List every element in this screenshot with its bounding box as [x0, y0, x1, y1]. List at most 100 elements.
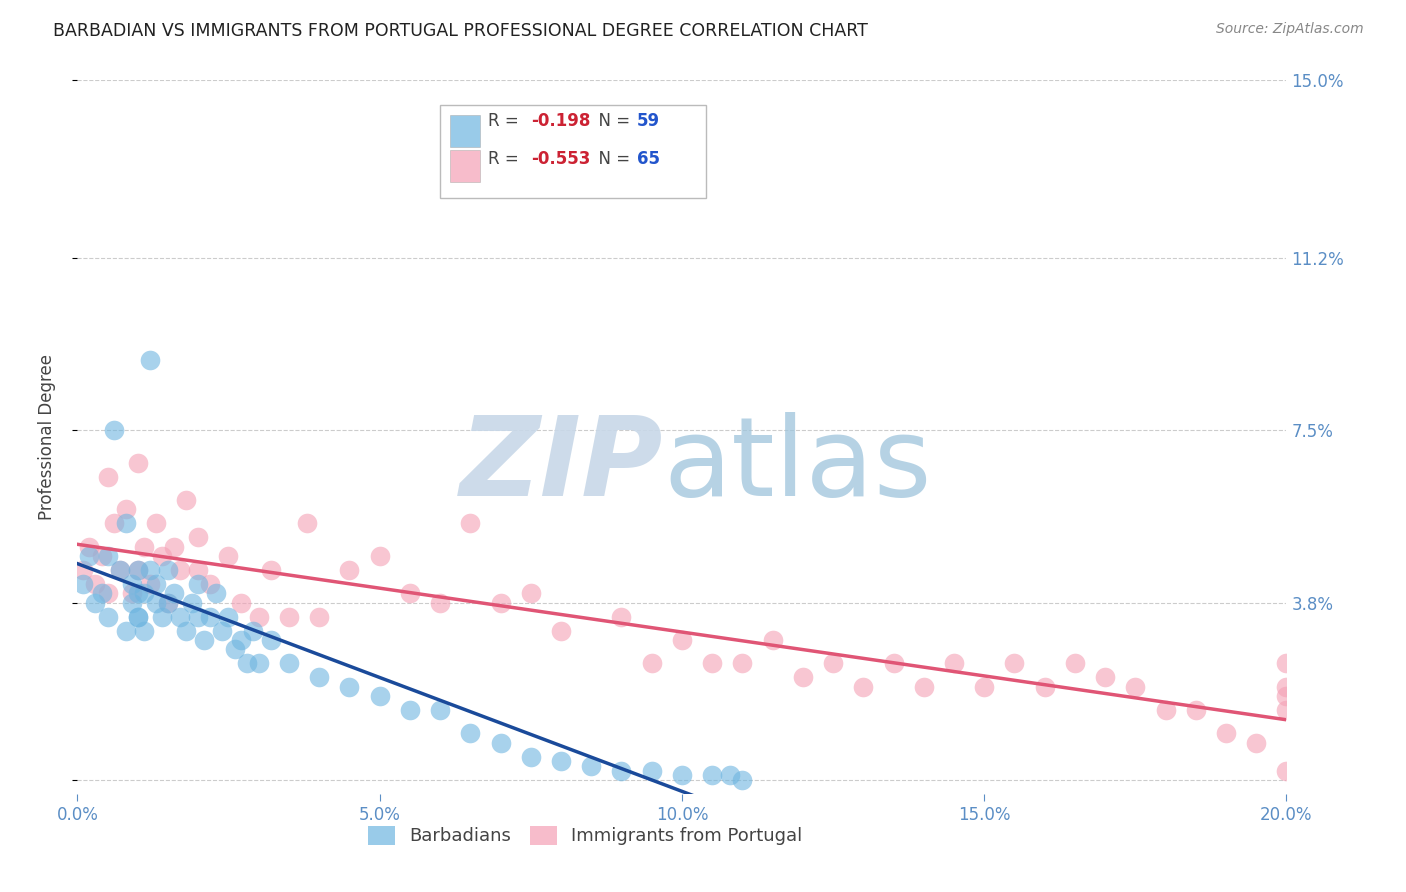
Point — [247, 657, 270, 671]
Point — [121, 577, 143, 591]
Point — [96, 549, 118, 563]
FancyBboxPatch shape — [450, 150, 479, 182]
Point — [90, 549, 112, 563]
Point — [127, 586, 149, 600]
Point — [610, 764, 633, 778]
Point — [193, 632, 215, 647]
Point — [139, 563, 162, 577]
Point — [278, 657, 301, 671]
Point — [520, 586, 543, 600]
Point — [368, 549, 391, 563]
Point — [458, 726, 481, 740]
Point — [96, 469, 118, 483]
Point — [883, 657, 905, 671]
Point — [96, 609, 118, 624]
Point — [108, 563, 131, 577]
Point — [96, 586, 118, 600]
Point — [702, 657, 724, 671]
Point — [187, 530, 209, 544]
Point — [1215, 726, 1237, 740]
Point — [520, 749, 543, 764]
Point — [792, 670, 814, 684]
Point — [671, 768, 693, 782]
Point — [1275, 764, 1298, 778]
Point — [762, 632, 785, 647]
Point — [641, 657, 664, 671]
Point — [114, 516, 136, 531]
Y-axis label: Professional Degree: Professional Degree — [38, 354, 56, 520]
Point — [157, 596, 180, 610]
Point — [163, 586, 186, 600]
Point — [84, 596, 107, 610]
FancyBboxPatch shape — [450, 114, 479, 146]
Point — [339, 680, 360, 694]
Point — [429, 596, 451, 610]
Point — [90, 586, 112, 600]
Point — [121, 586, 143, 600]
Legend: Barbadians, Immigrants from Portugal: Barbadians, Immigrants from Portugal — [361, 819, 810, 853]
Point — [169, 609, 191, 624]
Point — [242, 624, 264, 638]
Point — [550, 754, 572, 768]
Point — [1275, 680, 1298, 694]
Point — [260, 632, 283, 647]
Point — [235, 657, 257, 671]
Text: Source: ZipAtlas.com: Source: ZipAtlas.com — [1216, 22, 1364, 37]
Text: N =: N = — [588, 112, 636, 130]
Point — [224, 642, 246, 657]
Point — [127, 609, 149, 624]
Point — [1125, 680, 1147, 694]
Text: BARBADIAN VS IMMIGRANTS FROM PORTUGAL PROFESSIONAL DEGREE CORRELATION CHART: BARBADIAN VS IMMIGRANTS FROM PORTUGAL PR… — [53, 22, 869, 40]
Point — [1094, 670, 1116, 684]
Point — [132, 586, 155, 600]
Point — [200, 609, 222, 624]
Point — [145, 516, 167, 531]
Point — [145, 596, 167, 610]
Point — [139, 577, 162, 591]
Point — [731, 657, 754, 671]
Point — [229, 596, 252, 610]
Point — [943, 657, 966, 671]
Point — [187, 577, 209, 591]
Point — [295, 516, 318, 531]
Point — [1154, 703, 1177, 717]
Point — [458, 516, 481, 531]
Point — [671, 632, 693, 647]
Point — [1004, 657, 1026, 671]
Point — [1185, 703, 1208, 717]
Point — [489, 735, 512, 749]
Point — [399, 703, 422, 717]
Point — [79, 549, 101, 563]
Point — [174, 493, 197, 508]
Point — [79, 540, 101, 554]
Text: N =: N = — [588, 150, 636, 168]
Point — [205, 586, 228, 600]
Point — [229, 632, 252, 647]
Point — [368, 689, 391, 703]
Point — [610, 609, 633, 624]
Text: ZIP: ZIP — [460, 412, 664, 519]
Point — [1275, 657, 1298, 671]
Point — [399, 586, 422, 600]
Point — [139, 353, 162, 368]
Point — [127, 563, 149, 577]
Point — [218, 549, 240, 563]
Point — [174, 624, 197, 638]
Point — [1064, 657, 1087, 671]
Point — [132, 540, 155, 554]
Point — [114, 502, 136, 516]
Point — [973, 680, 995, 694]
Text: -0.553: -0.553 — [531, 150, 591, 168]
Point — [581, 759, 603, 773]
Point — [1246, 735, 1268, 749]
Point — [718, 768, 741, 782]
Point — [218, 609, 240, 624]
Point — [150, 609, 173, 624]
Text: atlas: atlas — [664, 412, 932, 519]
Text: 59: 59 — [637, 112, 661, 130]
Point — [1033, 680, 1056, 694]
Point — [127, 456, 149, 470]
Point — [339, 563, 360, 577]
Point — [108, 563, 131, 577]
Point — [429, 703, 451, 717]
